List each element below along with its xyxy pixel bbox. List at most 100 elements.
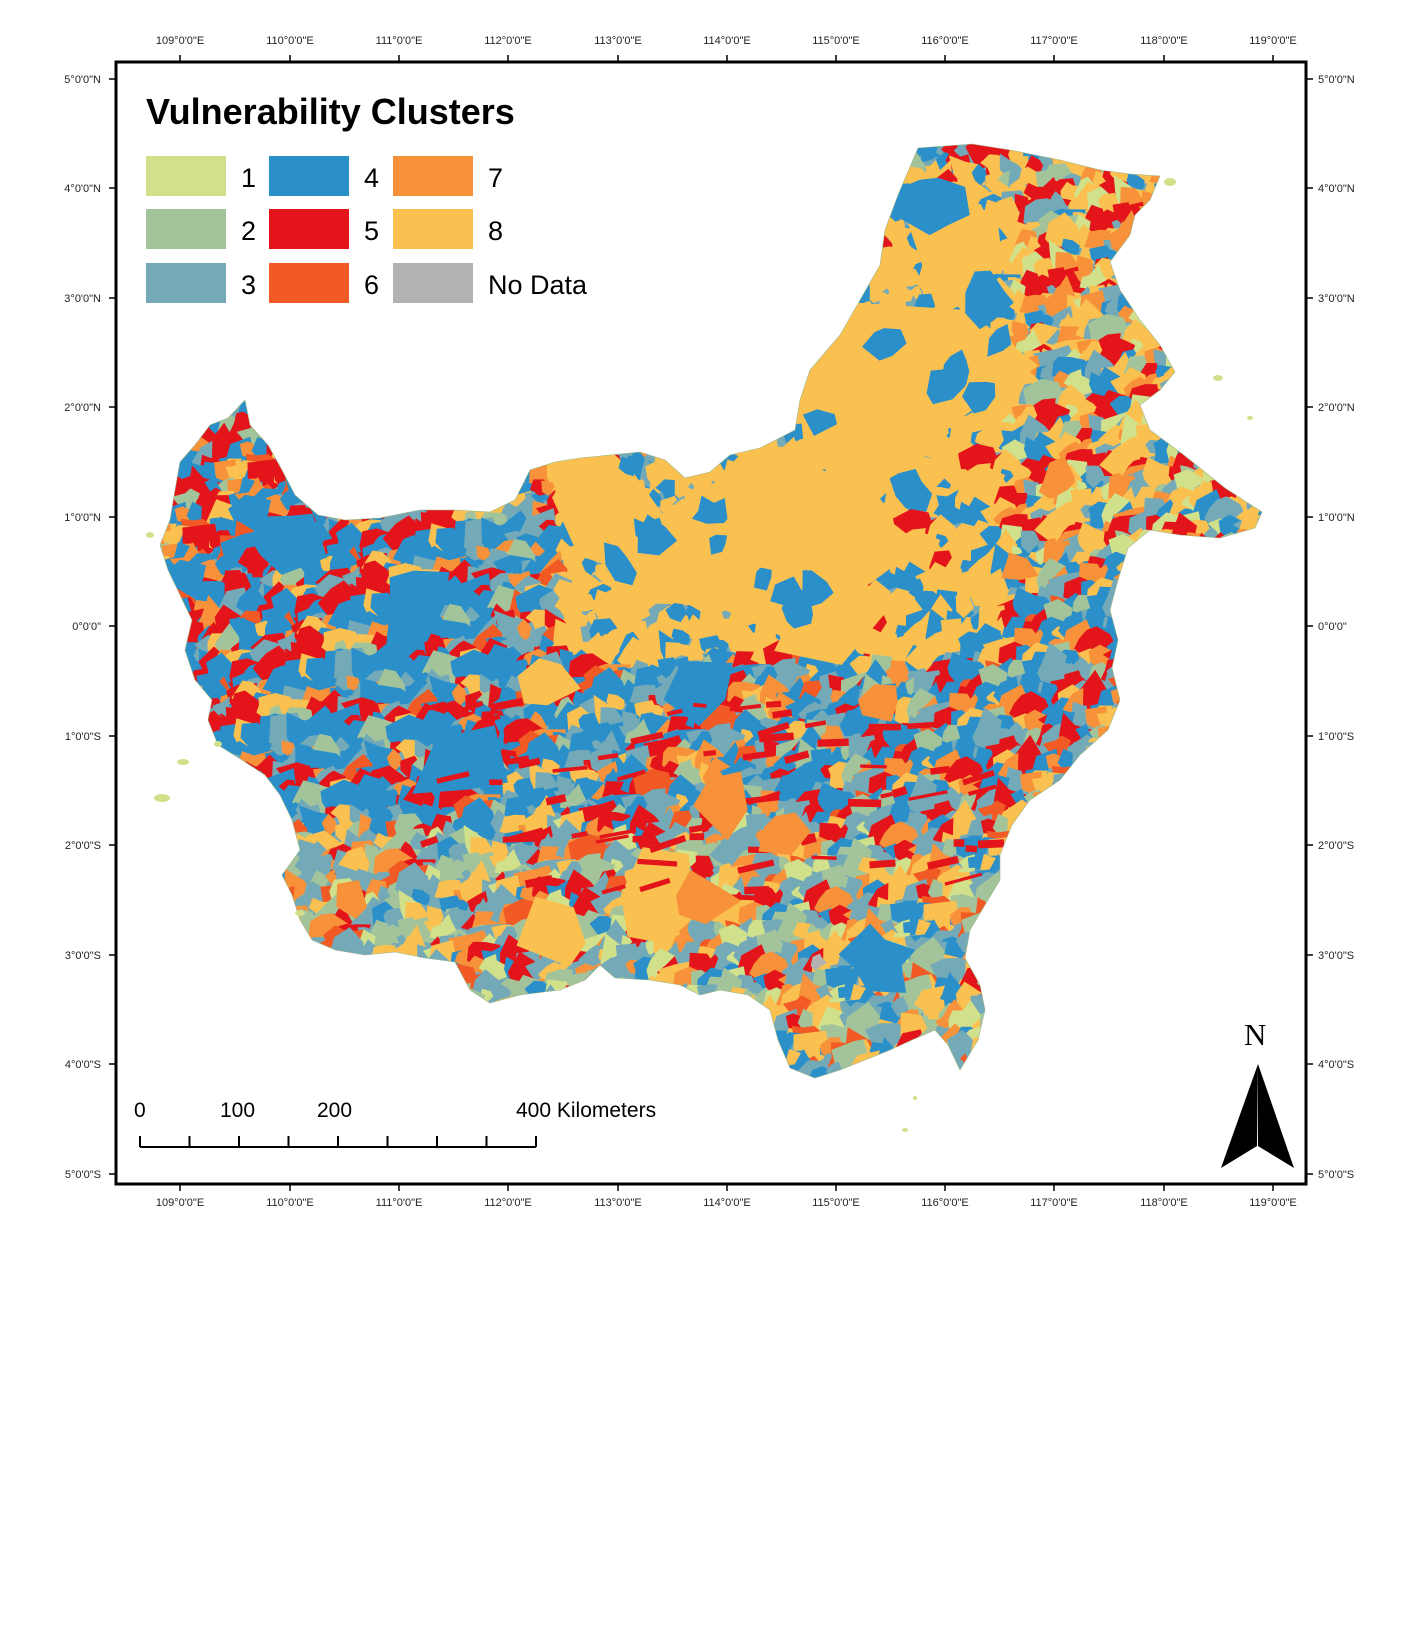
cluster-patch bbox=[212, 309, 238, 330]
cluster-patch bbox=[168, 742, 204, 776]
cluster-patch bbox=[169, 717, 196, 739]
cluster-patch bbox=[834, 264, 862, 295]
cluster-patch bbox=[1187, 554, 1217, 595]
cluster-patch bbox=[1154, 251, 1183, 277]
cluster-patch bbox=[1137, 231, 1163, 251]
cluster-patch bbox=[1144, 198, 1176, 226]
cluster-patch bbox=[296, 455, 331, 493]
cluster-patch bbox=[843, 183, 883, 221]
cluster-patch bbox=[480, 315, 500, 342]
cluster-patch bbox=[1170, 659, 1208, 705]
cluster-patch bbox=[609, 304, 624, 317]
cluster-patch bbox=[160, 426, 168, 462]
cluster-patch bbox=[810, 311, 838, 334]
cluster-patch bbox=[552, 144, 582, 157]
cluster-patch bbox=[1226, 456, 1253, 482]
cluster-patch bbox=[493, 417, 529, 451]
cluster-patch bbox=[841, 208, 872, 226]
cluster-patch bbox=[611, 424, 631, 448]
cluster-patch bbox=[514, 360, 539, 387]
cluster-patch bbox=[589, 280, 626, 323]
cluster-patch bbox=[415, 380, 435, 407]
cluster-patch bbox=[1244, 219, 1262, 248]
cluster-patch bbox=[614, 239, 627, 251]
cluster-patch bbox=[1145, 221, 1159, 242]
cluster-patch bbox=[465, 392, 504, 424]
cluster-patch bbox=[593, 379, 608, 395]
cluster-patch bbox=[1121, 584, 1145, 604]
cluster-patch bbox=[1116, 144, 1137, 160]
cluster-patch bbox=[657, 295, 688, 321]
cluster-patch bbox=[1215, 740, 1244, 775]
cluster-patch bbox=[585, 185, 609, 214]
cluster-patch bbox=[561, 144, 597, 158]
lat-tick-label-left: 2°0'0"S bbox=[65, 840, 101, 852]
cluster-patch bbox=[785, 313, 817, 332]
cluster-patch bbox=[1158, 192, 1180, 209]
cluster-patch bbox=[1260, 687, 1262, 704]
cluster-patch bbox=[730, 354, 749, 375]
cluster-patch bbox=[783, 298, 805, 322]
cluster-patch bbox=[1238, 660, 1262, 690]
cluster-patch bbox=[682, 390, 725, 438]
cluster-patch bbox=[1221, 766, 1258, 791]
cluster-patch bbox=[1230, 835, 1262, 877]
cluster-patch bbox=[530, 327, 569, 359]
cluster-patch bbox=[375, 246, 392, 270]
cluster-patch bbox=[1185, 160, 1215, 187]
cluster-patch bbox=[1229, 684, 1244, 703]
cluster-patch bbox=[1184, 328, 1205, 347]
cluster-patch bbox=[575, 307, 617, 334]
cluster-patch bbox=[1151, 769, 1187, 806]
cluster-patch bbox=[1222, 236, 1260, 276]
cluster-patch bbox=[181, 415, 206, 432]
cluster-patch bbox=[459, 410, 496, 453]
cluster-patch bbox=[645, 144, 662, 156]
cluster-patch bbox=[1153, 597, 1176, 620]
cluster-patch bbox=[645, 246, 671, 274]
cluster-patch bbox=[475, 389, 498, 400]
cluster-patch bbox=[501, 144, 535, 160]
cluster-patch bbox=[749, 312, 779, 342]
cluster-patch bbox=[160, 412, 164, 441]
cluster-patch bbox=[745, 220, 770, 250]
cluster-patch bbox=[231, 369, 256, 403]
cluster-patch bbox=[457, 388, 482, 419]
cluster-patch bbox=[623, 287, 659, 321]
cluster-patch bbox=[660, 349, 682, 366]
cluster-patch bbox=[636, 364, 678, 414]
cluster-patch bbox=[551, 153, 585, 183]
cluster-patch bbox=[572, 144, 593, 165]
cluster-patch bbox=[142, 658, 159, 675]
cluster-patch bbox=[679, 174, 692, 186]
cluster-patch bbox=[597, 400, 633, 438]
cluster-patch bbox=[347, 395, 373, 419]
cluster-patch bbox=[1109, 642, 1140, 673]
cluster-patch bbox=[1197, 712, 1237, 752]
cluster-patch bbox=[264, 843, 292, 868]
cluster-patch bbox=[234, 850, 255, 865]
cluster-patch bbox=[410, 454, 433, 465]
cluster-patch bbox=[358, 437, 373, 456]
cluster-patch bbox=[541, 480, 557, 496]
latitude-ticks-left: 5°0'0"N4°0'0"N3°0'0"N2°0'0"N1°0'0"N0°0'0… bbox=[64, 74, 116, 1181]
cluster-patch bbox=[798, 151, 836, 188]
cluster-patch bbox=[160, 855, 178, 893]
cluster-patch bbox=[557, 347, 577, 383]
cluster-patch bbox=[1256, 753, 1262, 781]
cluster-patch bbox=[1037, 832, 1072, 870]
cluster-patch bbox=[748, 287, 777, 330]
cluster-patch bbox=[736, 285, 752, 301]
cluster-patch bbox=[429, 457, 456, 479]
cluster-patch bbox=[1251, 189, 1262, 221]
cluster-patch bbox=[404, 343, 417, 355]
cluster-patch bbox=[479, 464, 500, 486]
cluster-patch bbox=[653, 428, 675, 452]
cluster-patch bbox=[298, 360, 318, 393]
cluster-patch bbox=[649, 323, 682, 350]
cluster-patch bbox=[257, 375, 278, 418]
cluster-patch bbox=[1150, 400, 1169, 424]
cluster-patch bbox=[1095, 817, 1128, 871]
cluster-patch bbox=[392, 420, 410, 439]
cluster-patch bbox=[1211, 449, 1232, 479]
